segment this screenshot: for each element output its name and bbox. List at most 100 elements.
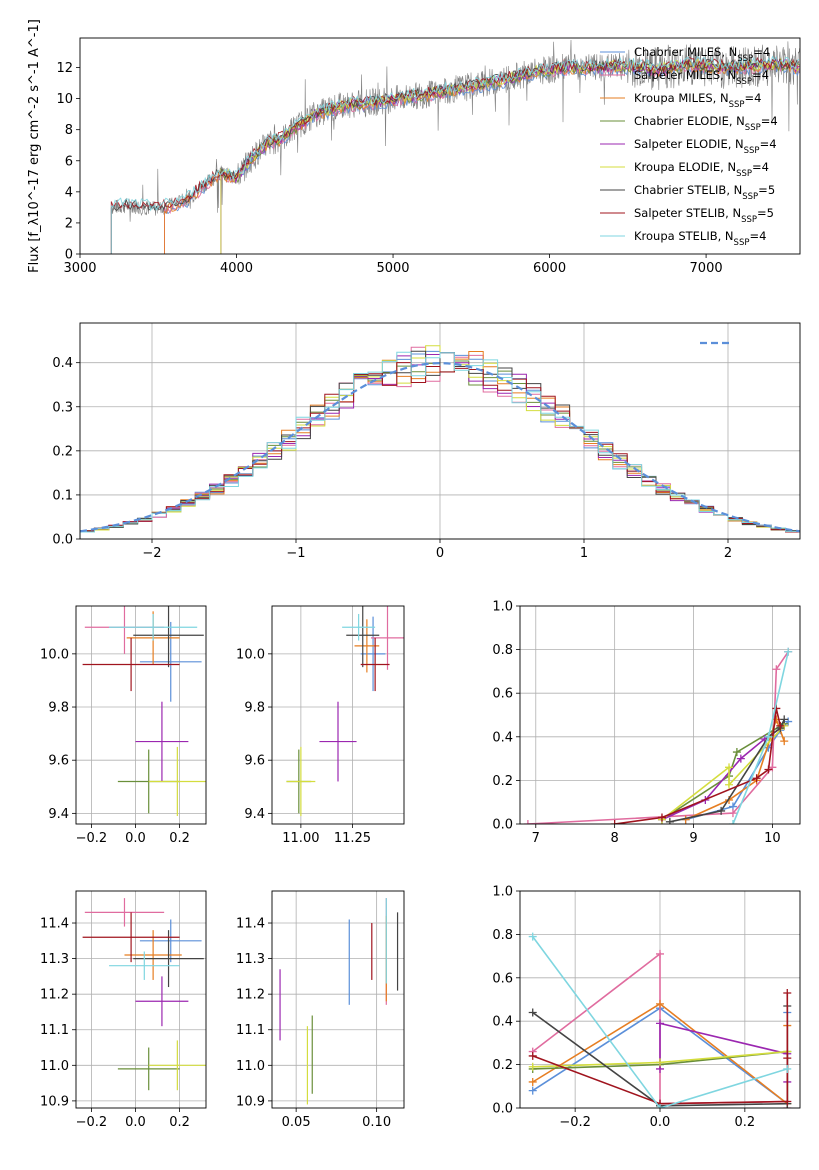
errorbar-salpeter-elodie <box>319 701 357 782</box>
series-marker-chabrier-stelib <box>780 715 789 724</box>
y-tick-label: 9.8 <box>244 701 265 716</box>
axes-frame <box>75 890 207 1109</box>
legend-label-salpeter-miles: Salpeter MILES, NSSP=4 <box>634 68 769 87</box>
series-marker-salpeter-miles <box>523 820 532 824</box>
x-tick-label: 0.0 <box>125 831 146 846</box>
errorbar-chabrier-miles <box>360 616 386 692</box>
series-marker-salpeter-miles <box>656 949 664 958</box>
x-tick-label: 11.00 <box>282 831 319 846</box>
legend-nssp-prefix: , N <box>725 206 741 220</box>
y-tick-label: 0.4 <box>52 356 73 371</box>
y-tick-label: 0.0 <box>492 1102 513 1117</box>
y-tick-label: 11.2 <box>40 988 69 1003</box>
y-tick-label: 0.8 <box>492 643 513 658</box>
model-line-chabrier-stelib <box>110 58 800 254</box>
y-tick-label: 0.0 <box>52 533 73 548</box>
series-line-salpeter-miles <box>527 651 789 824</box>
legend-nssp-eq: = <box>749 229 759 243</box>
series-marker-chabrier-miles <box>528 1086 537 1095</box>
series-marker-salpeter-stelib <box>776 721 785 730</box>
series-marker-kroupa-elodie <box>725 763 734 772</box>
plot-area-mass_weight_vs_age <box>523 647 793 824</box>
legend-nssp-prefix: , N <box>718 229 734 243</box>
y-tick-label: 11.2 <box>236 988 265 1003</box>
y-tick-label: 9.6 <box>244 754 265 769</box>
legend-nssp-eq: = <box>760 137 770 151</box>
legend-label-chabrier-miles: Chabrier MILES, NSSP=4 <box>634 45 770 64</box>
series-marker-salpeter-stelib <box>783 988 792 997</box>
x-tick-label: 6000 <box>533 261 566 276</box>
panel-mass_weight_vs_Z: −0.2 0.0 0.2 0.0 0.2 0.4 0.6 0.8 1.0 <box>492 885 801 1130</box>
x-tick-label: 10 <box>764 831 781 846</box>
errorbar-kroupa-stelib <box>342 613 376 641</box>
legend-model-name: Chabrier ELODIE <box>634 114 729 128</box>
series-marker-kroupa-stelib <box>528 932 537 941</box>
y-tick-label: 11.3 <box>40 952 69 967</box>
errorbar-salpeter-stelib <box>82 637 180 692</box>
y-tick-label: 0.4 <box>492 1015 513 1030</box>
legend-nssp-value: 4 <box>762 160 769 174</box>
legend-nssp-prefix: , N <box>726 183 742 197</box>
series-marker-chabrier-stelib <box>528 1008 537 1017</box>
y-tick-label: 0.6 <box>492 687 513 702</box>
errorbar-salpeter-stelib <box>82 912 180 963</box>
y-tick-label: 12 <box>56 61 73 76</box>
y-tick-label: 4 <box>65 185 73 200</box>
x-tick-label: 1 <box>580 546 588 561</box>
panel-mass_weight_vs_age: 7 8 9 10 0.0 0.2 0.4 0.6 0.8 1.0 <box>492 600 801 846</box>
y-tick-label: 0.8 <box>492 928 513 943</box>
y-tick-label: 2 <box>65 216 73 231</box>
legend-nssp-eq: = <box>757 206 767 220</box>
legend-model-name: Salpeter MILES <box>634 68 720 82</box>
errorbar-kroupa-elodie <box>148 746 206 817</box>
series-marker-kroupa-stelib <box>764 732 773 741</box>
series-marker-kroupa-stelib <box>728 820 737 824</box>
errorbar-kroupa-stelib <box>109 951 180 980</box>
x-tick-label: −0.2 <box>559 1115 591 1130</box>
x-tick-label: −0.2 <box>76 831 108 846</box>
x-tick-label: −1 <box>286 546 305 561</box>
axes-frame <box>75 605 207 825</box>
y-tick-label: 0 <box>65 248 73 263</box>
y-tick-label: 11.0 <box>40 1059 69 1074</box>
y-tick-label: 10 <box>56 92 73 107</box>
series-marker-salpeter-stelib <box>610 820 619 824</box>
plot-area-mass_vs_ebv <box>279 898 399 1105</box>
series-marker-kroupa-elodie <box>725 780 734 789</box>
legend-label-kroupa-miles: Kroupa MILES, NSSP=4 <box>634 91 761 110</box>
x-tick-label: 3000 <box>63 261 96 276</box>
legend-nssp-eq: = <box>761 114 771 128</box>
y-tick-label: 9.4 <box>48 807 69 822</box>
legend-nssp-value: 4 <box>763 45 770 59</box>
errorbar-chabrier-stelib <box>133 606 204 668</box>
legend-nssp-value: 4 <box>754 91 761 105</box>
series-marker-salpeter-stelib <box>764 765 773 774</box>
legend-nssp-prefix: , N <box>729 114 745 128</box>
series-marker-salpeter-stelib <box>783 1054 792 1063</box>
x-tick-label: 0.0 <box>125 1115 146 1130</box>
y-tick-label: 1.0 <box>492 885 513 900</box>
panel-spectrum: 3000 4000 5000 6000 7000 0 2 4 6 8 10 12 Flux [f_λ10… <box>27 19 801 276</box>
x-tick-label: 0.2 <box>169 1115 190 1130</box>
series-marker-kroupa-miles <box>528 1077 537 1086</box>
errorbar-chabrier-miles <box>139 621 202 702</box>
panel-age_vs_Z: −0.2 0.0 0.2 9.4 9.6 9.8 10.0 <box>40 605 207 846</box>
x-tick-label: 11.25 <box>334 831 371 846</box>
legend-model-name: Chabrier STELIB <box>634 183 726 197</box>
axes-frame <box>79 322 801 540</box>
legend-nssp-subscript: SSP <box>737 54 753 64</box>
series-line-kroupa-stelib <box>532 936 788 1108</box>
errorbar-salpeter-miles <box>84 898 165 927</box>
plot-area-age_vs_Z <box>82 606 206 817</box>
series-marker-salpeter-elodie <box>736 754 745 763</box>
legend-label-salpeter-stelib: Salpeter STELIB, NSSP=5 <box>634 206 774 225</box>
errorbar-chabrier-stelib <box>133 930 204 988</box>
legend-nssp-value: 4 <box>769 137 776 151</box>
x-tick-label: 0.05 <box>282 1115 311 1130</box>
y-tick-label: 0.2 <box>52 444 73 459</box>
legend-label-kroupa-elodie: Kroupa ELODIE, NSSP=4 <box>634 160 769 179</box>
x-tick-label: 0.10 <box>362 1115 391 1130</box>
x-tick-label: 7 <box>532 831 540 846</box>
series-marker-kroupa-miles <box>780 737 789 746</box>
